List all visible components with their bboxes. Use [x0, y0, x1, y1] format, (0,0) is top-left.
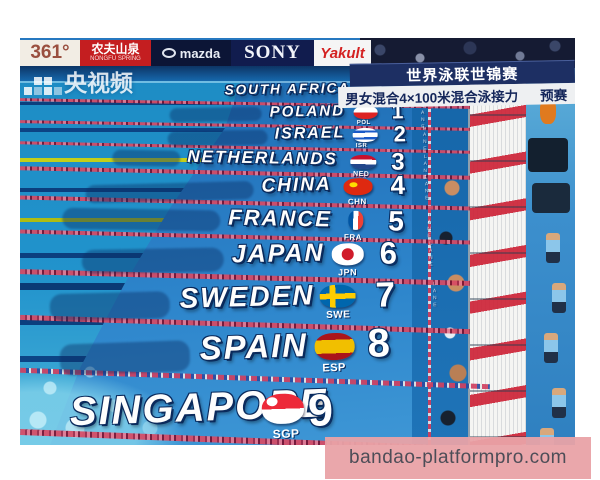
event-subtitle: 男女混合4×100米混合泳接力 预赛 [338, 82, 575, 109]
sponsor-sony: SONY [231, 40, 314, 66]
cctv-label: 央视频 [64, 70, 133, 96]
site-watermark-label: bandao-platformpro.com [349, 447, 567, 468]
deck-shadow [85, 180, 254, 204]
country-label: SPAIN [198, 325, 309, 367]
sponsor-361: 361° [20, 40, 80, 66]
starting-blocks [468, 68, 526, 445]
sponsor-mazda: mazda [151, 40, 231, 66]
lane-side-label: LANE [423, 174, 430, 203]
sponsor-361-label: 361° [30, 42, 70, 63]
country-label: POLAND [269, 102, 346, 121]
sponsor-nongfu-spring: 农夫山泉 NONGFU SPRING [80, 40, 151, 66]
singapore-flag-icon [261, 393, 305, 425]
site-watermark: bandao-platformpro.com [325, 437, 591, 479]
cctv-logo-icon [34, 77, 42, 85]
nongfu-en-label: NONGFU SPRING [90, 56, 141, 62]
deck-shadow [49, 291, 171, 322]
poland-flag-icon [353, 105, 378, 120]
official-figure [546, 233, 560, 263]
sony-label: SONY [244, 42, 301, 63]
lane-number: 9 [307, 384, 334, 436]
deck-shadow [59, 340, 191, 376]
country-label: CHINA [261, 173, 332, 197]
country-label: NETHERLANDS [187, 146, 338, 169]
official-figure [552, 388, 566, 418]
lane-number: 4 [390, 169, 406, 201]
sponsor-boards: 361° 农夫山泉 NONGFU SPRING mazda SONY Yakul… [20, 40, 372, 66]
broadcast-banner: 世界泳联世锦赛 男女混合4×100米混合泳接力 预赛 [338, 59, 575, 109]
israel-flag-icon [352, 127, 378, 143]
mazda-logo-icon [161, 48, 176, 58]
lane-side-label: LANE [421, 124, 428, 153]
orange-official [540, 98, 556, 124]
lane-side-label: LANE [431, 281, 439, 310]
france-flag-icon [348, 210, 364, 230]
country-label: FRANCE [228, 204, 333, 232]
cctv-watermark: 央视频 [28, 64, 133, 98]
deck-shadow [62, 207, 221, 232]
lane-side-label: LANE [427, 240, 435, 269]
country-code: SWE [326, 309, 351, 322]
country-label: JAPAN [231, 238, 325, 269]
sweden-flag-icon [319, 284, 356, 309]
lane-number: 2 [393, 121, 407, 147]
sponsor-yakult: Yakult [314, 40, 371, 66]
spain-flag-icon [314, 332, 356, 361]
lane-number: 7 [375, 275, 396, 315]
country-code: JPN [337, 267, 358, 278]
right-deck [526, 68, 575, 445]
race-phase-label: 预赛 [540, 87, 568, 104]
official-figure [544, 333, 558, 363]
country-label: ISRAEL [274, 124, 346, 143]
deck-shadow [169, 106, 262, 123]
equipment-case [532, 183, 570, 213]
equipment-case [528, 138, 568, 172]
lane-number: 6 [379, 235, 398, 271]
country-code: CHN [347, 196, 367, 207]
country-code: ISR [355, 142, 368, 150]
japan-flag-icon [331, 243, 364, 266]
race-name-label: 男女混合4×100米混合泳接力 [345, 88, 519, 107]
deck-shadow [112, 149, 181, 167]
lane-number: 5 [387, 205, 405, 237]
yakult-label: Yakult [320, 44, 365, 62]
official-figure [552, 283, 566, 313]
netherlands-flag-icon [350, 154, 377, 170]
country-code: ESP [322, 361, 347, 375]
country-code: SGP [272, 426, 300, 442]
mazda-label: mazda [179, 45, 221, 61]
lane-number: 8 [366, 321, 391, 366]
country-label: SOUTH AFRICA [224, 80, 351, 98]
pool-edge-line [20, 81, 575, 83]
event-title-label: 世界泳联世锦赛 [406, 65, 519, 85]
country-label: SWEDEN [179, 279, 315, 314]
china-flag-icon [343, 177, 373, 196]
nongfu-cn-label: 农夫山泉 [91, 42, 140, 56]
deck-shadow [167, 129, 268, 147]
deck-shadow [81, 247, 225, 274]
broadcast-frame: SOUTH AFRICA POLAND POL 1 LANE ISRAEL IS… [20, 38, 575, 445]
